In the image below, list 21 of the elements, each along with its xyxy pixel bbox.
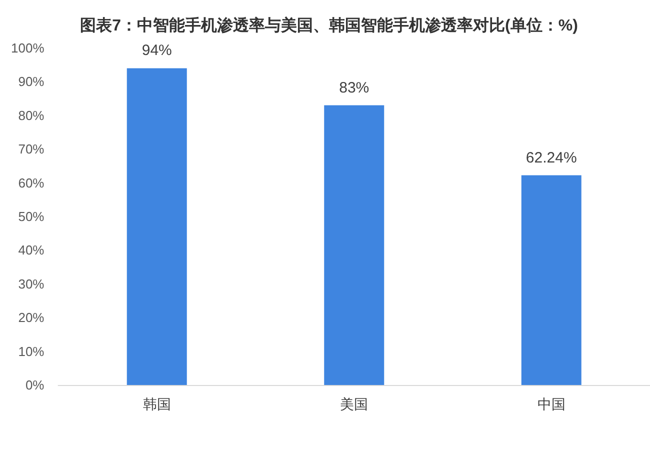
y-tick-label: 90% (18, 74, 45, 90)
y-tick-label: 30% (18, 276, 45, 292)
y-tick-label: 80% (18, 108, 45, 123)
y-tick-label: 60% (18, 175, 45, 190)
data-label: 83% (339, 79, 370, 96)
y-tick-label: 10% (18, 344, 45, 359)
y-tick-label: 70% (18, 142, 45, 157)
data-label: 94% (142, 42, 172, 60)
y-tick-label: 50% (18, 209, 45, 224)
data-label: 62.24% (526, 149, 577, 166)
y-tick-label: 0% (25, 378, 45, 392)
bar (126, 68, 187, 385)
y-tick-label: 20% (18, 310, 45, 326)
x-tick-label: 中国 (537, 396, 566, 412)
chart-title: 图表7：中智能手机渗透率与美国、韩国智能手机渗透率对比(单位：%) (80, 16, 578, 34)
y-tick-label: 100% (11, 40, 45, 56)
x-tick-label: 韩国 (142, 396, 171, 412)
bar (521, 175, 582, 385)
y-tick-label: 40% (18, 242, 45, 258)
x-tick-label: 美国 (340, 396, 368, 412)
bar (324, 105, 384, 385)
